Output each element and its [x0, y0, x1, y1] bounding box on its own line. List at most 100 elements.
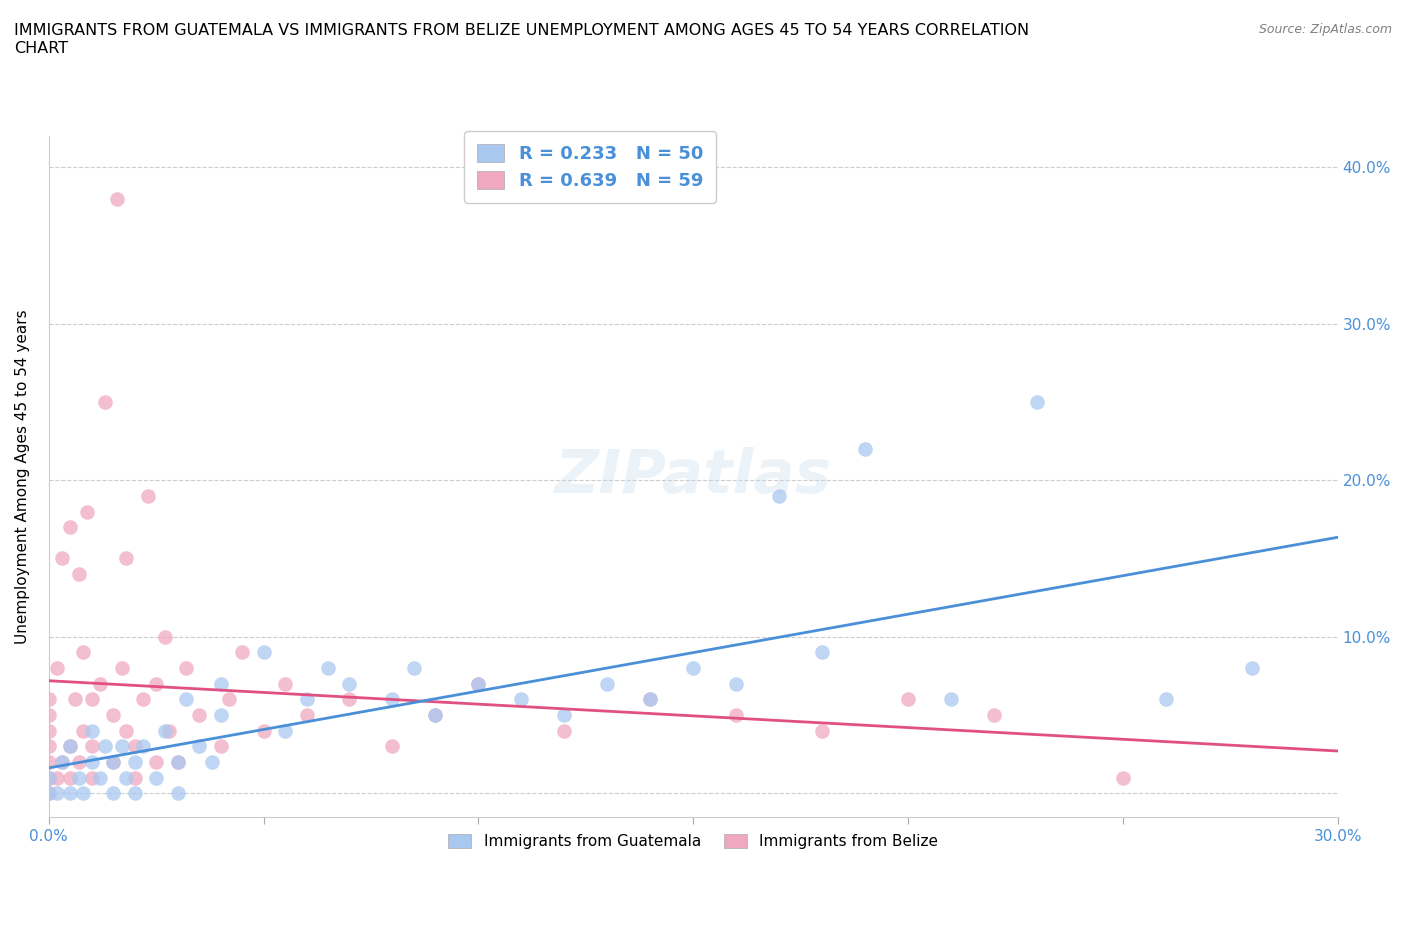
- Point: [51, 754, 73, 769]
- Point: [59, 520, 82, 535]
- Point: [89, 676, 111, 691]
- Point: [402, 660, 425, 675]
- Point: [72, 644, 94, 659]
- Point: [46, 786, 69, 801]
- Point: [103, 754, 125, 769]
- Point: [111, 660, 134, 675]
- Point: [80, 770, 103, 785]
- Point: [145, 770, 167, 785]
- Point: [897, 692, 920, 707]
- Point: [188, 708, 211, 723]
- Point: [381, 692, 404, 707]
- Point: [38, 708, 60, 723]
- Point: [76, 504, 98, 519]
- Point: [295, 708, 318, 723]
- Point: [38, 770, 60, 785]
- Point: [136, 488, 159, 503]
- Point: [939, 692, 962, 707]
- Point: [188, 738, 211, 753]
- Point: [1154, 692, 1177, 707]
- Point: [174, 660, 197, 675]
- Point: [209, 708, 232, 723]
- Point: [983, 708, 1005, 723]
- Point: [38, 786, 60, 801]
- Point: [166, 754, 188, 769]
- Point: [59, 786, 82, 801]
- Point: [467, 676, 489, 691]
- Point: [46, 660, 69, 675]
- Legend: Immigrants from Guatemala, Immigrants from Belize: Immigrants from Guatemala, Immigrants fr…: [441, 827, 946, 857]
- Point: [80, 692, 103, 707]
- Point: [38, 786, 60, 801]
- Point: [811, 724, 834, 738]
- Point: [274, 724, 297, 738]
- Point: [80, 754, 103, 769]
- Point: [124, 770, 146, 785]
- Point: [80, 724, 103, 738]
- Text: ZIPatlas: ZIPatlas: [554, 446, 832, 506]
- Point: [339, 676, 361, 691]
- Point: [725, 708, 748, 723]
- Point: [63, 692, 86, 707]
- Point: [38, 770, 60, 785]
- Point: [553, 724, 575, 738]
- Point: [103, 754, 125, 769]
- Text: Source: ZipAtlas.com: Source: ZipAtlas.com: [1258, 23, 1392, 36]
- Point: [425, 708, 447, 723]
- Point: [153, 630, 176, 644]
- Point: [132, 692, 155, 707]
- Point: [67, 566, 90, 581]
- Point: [103, 786, 125, 801]
- Point: [46, 770, 69, 785]
- Point: [231, 644, 253, 659]
- Point: [153, 724, 176, 738]
- Point: [166, 786, 188, 801]
- Point: [38, 724, 60, 738]
- Point: [218, 692, 240, 707]
- Point: [111, 738, 134, 753]
- Point: [115, 770, 138, 785]
- Point: [67, 754, 90, 769]
- Point: [124, 786, 146, 801]
- Point: [38, 692, 60, 707]
- Point: [103, 708, 125, 723]
- Point: [1112, 770, 1135, 785]
- Point: [145, 676, 167, 691]
- Point: [72, 724, 94, 738]
- Point: [201, 754, 224, 769]
- Point: [252, 724, 274, 738]
- Point: [51, 754, 73, 769]
- Point: [115, 724, 138, 738]
- Point: [38, 754, 60, 769]
- Point: [124, 754, 146, 769]
- Point: [682, 660, 704, 675]
- Point: [467, 676, 489, 691]
- Point: [510, 692, 533, 707]
- Point: [209, 738, 232, 753]
- Point: [553, 708, 575, 723]
- Point: [811, 644, 834, 659]
- Point: [89, 770, 111, 785]
- Point: [316, 660, 339, 675]
- Point: [132, 738, 155, 753]
- Point: [67, 770, 90, 785]
- Point: [252, 644, 274, 659]
- Point: [93, 394, 115, 409]
- Point: [209, 676, 232, 691]
- Point: [124, 738, 146, 753]
- Point: [596, 676, 619, 691]
- Point: [638, 692, 661, 707]
- Point: [115, 551, 138, 566]
- Y-axis label: Unemployment Among Ages 45 to 54 years: Unemployment Among Ages 45 to 54 years: [15, 309, 30, 644]
- Point: [59, 770, 82, 785]
- Point: [59, 738, 82, 753]
- Point: [72, 786, 94, 801]
- Point: [38, 738, 60, 753]
- Point: [638, 692, 661, 707]
- Text: IMMIGRANTS FROM GUATEMALA VS IMMIGRANTS FROM BELIZE UNEMPLOYMENT AMONG AGES 45 T: IMMIGRANTS FROM GUATEMALA VS IMMIGRANTS …: [14, 23, 1029, 56]
- Point: [725, 676, 748, 691]
- Point: [381, 738, 404, 753]
- Point: [768, 488, 790, 503]
- Point: [1025, 394, 1047, 409]
- Point: [425, 708, 447, 723]
